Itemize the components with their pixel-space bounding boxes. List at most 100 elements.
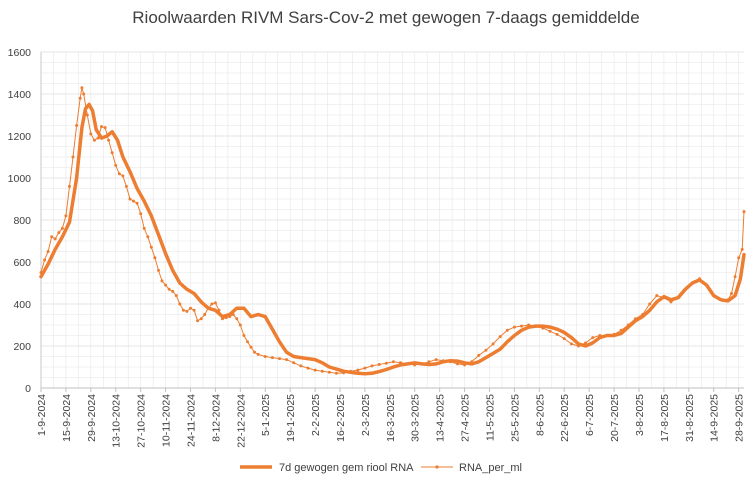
- x-tick-label: 11-5-2025: [484, 394, 496, 441]
- data-point: [124, 184, 128, 188]
- data-point: [434, 358, 438, 362]
- data-point: [505, 328, 509, 332]
- data-point: [210, 302, 214, 306]
- data-point: [320, 369, 324, 373]
- data-point: [85, 113, 89, 117]
- series-group: [39, 86, 746, 376]
- data-point: [107, 138, 111, 142]
- y-tick-label: 1600: [8, 47, 32, 59]
- data-point: [57, 231, 61, 235]
- data-point: [171, 289, 175, 293]
- data-point: [39, 271, 43, 274]
- y-tick-label: 1000: [8, 173, 32, 185]
- data-point: [213, 301, 217, 305]
- data-point: [89, 132, 93, 136]
- data-point: [413, 363, 417, 367]
- data-point: [278, 357, 281, 361]
- data-point: [676, 296, 680, 300]
- data-point: [164, 283, 168, 287]
- data-point: [399, 361, 402, 365]
- data-point: [726, 298, 730, 302]
- y-tick-label: 600: [13, 257, 31, 269]
- x-tick-label: 28-9-2025: [734, 394, 746, 442]
- data-point: [92, 138, 96, 142]
- data-point: [377, 363, 381, 366]
- x-tick-label: 17-8-2025: [659, 394, 671, 442]
- data-point: [292, 361, 296, 365]
- series-1: [39, 102, 746, 376]
- data-point: [555, 332, 559, 336]
- data-point: [80, 86, 84, 90]
- data-point: [71, 155, 75, 159]
- data-point: [235, 317, 239, 321]
- x-tick-label: 19-1-2025: [285, 394, 297, 442]
- data-point: [100, 125, 103, 129]
- data-point: [626, 323, 630, 327]
- data-point: [299, 364, 303, 368]
- data-point: [470, 360, 474, 364]
- data-point: [655, 294, 659, 298]
- data-point: [203, 313, 207, 316]
- x-tick-label: 1-9-2024: [36, 394, 48, 436]
- legend-marker-series-2: [435, 465, 439, 469]
- data-point: [520, 324, 523, 328]
- data-point: [441, 359, 445, 363]
- data-point: [46, 250, 50, 253]
- data-point: [420, 362, 424, 366]
- data-point: [157, 268, 160, 272]
- data-point: [142, 226, 146, 230]
- legend-label-series-1: 7d gewogen gem riool RNA: [279, 462, 414, 474]
- x-tick-label: 15-9-2024: [61, 394, 73, 442]
- data-point: [313, 368, 317, 372]
- data-point: [690, 281, 694, 285]
- x-tick-label: 16-3-2025: [385, 394, 397, 442]
- data-point: [391, 360, 395, 364]
- data-point: [285, 358, 289, 362]
- y-tick-label: 200: [13, 341, 31, 353]
- data-point: [224, 316, 228, 320]
- data-point: [477, 353, 481, 357]
- data-point: [206, 306, 210, 310]
- data-point: [633, 317, 637, 321]
- x-tick-label: 13-4-2025: [435, 394, 447, 442]
- y-tick-label: 800: [13, 215, 31, 227]
- data-point: [742, 210, 746, 214]
- data-point: [327, 370, 331, 374]
- data-point: [221, 317, 224, 321]
- data-point: [349, 369, 353, 373]
- data-point: [231, 313, 235, 316]
- data-point: [427, 360, 431, 364]
- x-tick-label: 2-3-2025: [360, 394, 372, 436]
- data-point: [96, 136, 100, 140]
- data-point: [196, 319, 200, 323]
- data-point: [181, 308, 185, 312]
- data-point: [456, 362, 459, 366]
- x-tick-label: 16-2-2025: [335, 394, 347, 442]
- data-point: [160, 279, 164, 283]
- data-point: [110, 151, 114, 155]
- y-tick-label: 0: [25, 383, 31, 395]
- x-tick-label: 29-9-2024: [86, 394, 98, 442]
- data-point: [669, 300, 673, 304]
- x-tick-label: 25-5-2025: [509, 394, 521, 442]
- data-point: [619, 328, 623, 332]
- x-tick-label: 8-6-2025: [534, 394, 546, 436]
- legend-label-series-2: RNA_per_ml: [459, 462, 522, 474]
- data-point: [498, 335, 502, 339]
- legend: 7d gewogen gem riool RNA RNA_per_ml: [240, 462, 522, 474]
- data-point: [249, 345, 253, 349]
- data-point: [562, 337, 566, 341]
- data-point: [253, 350, 257, 354]
- data-point: [662, 296, 666, 300]
- x-tick-label: 27-10-2024: [136, 394, 148, 448]
- data-point: [605, 334, 609, 337]
- data-point: [228, 315, 232, 319]
- data-point: [189, 306, 192, 310]
- data-point: [128, 197, 132, 201]
- x-tick-label: 20-7-2025: [609, 394, 621, 442]
- data-point: [598, 334, 602, 337]
- data-point: [342, 371, 346, 375]
- data-point: [733, 275, 737, 279]
- data-point: [484, 348, 488, 352]
